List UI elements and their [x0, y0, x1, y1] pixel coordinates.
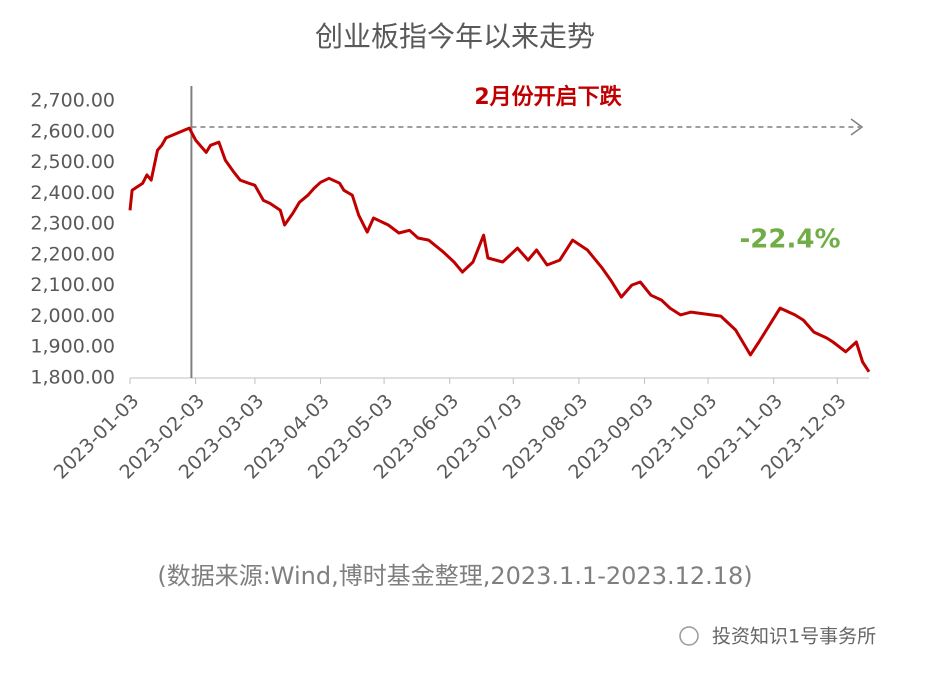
y-tick-label: 2,500.00: [30, 151, 115, 173]
y-tick-label: 2,000.00: [30, 305, 115, 327]
y-tick-label: 2,600.00: [30, 120, 115, 142]
chart-title: 创业板指今年以来走势: [315, 20, 595, 53]
y-tick-label: 1,900.00: [30, 336, 115, 358]
annotation: -22.4%: [740, 225, 841, 255]
subtitle: (数据来源:Wind,博时基金整理,2023.1.1-2023.12.18): [157, 562, 752, 590]
annotation: 2月份开启下跌: [474, 84, 622, 110]
arrow-head: [850, 118, 864, 136]
y-tick-label: 2,400.00: [30, 182, 115, 204]
y-tick-label: 2,300.00: [30, 213, 115, 235]
y-tick-label: 2,100.00: [30, 274, 115, 296]
line-series: [128, 126, 871, 373]
watermark: 投资知识1号事务所: [712, 626, 876, 648]
y-tick-label: 2,200.00: [30, 243, 115, 265]
wechat-icon: [679, 626, 699, 646]
y-tick-label: 1,800.00: [30, 367, 115, 389]
y-tick-label: 2,700.00: [30, 90, 115, 112]
